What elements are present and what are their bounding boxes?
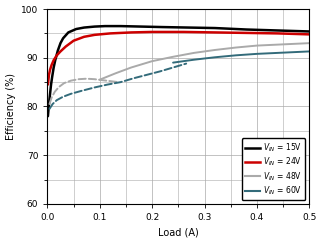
Legend: $V_{IN}$ = 15V, $V_{IN}$ = 24V, $V_{IN}$ = 48V, $V_{IN}$ = 60V: $V_{IN}$ = 15V, $V_{IN}$ = 24V, $V_{IN}$… <box>242 138 306 200</box>
X-axis label: Load (A): Load (A) <box>158 227 199 237</box>
Y-axis label: Efficiency (%): Efficiency (%) <box>5 73 15 140</box>
